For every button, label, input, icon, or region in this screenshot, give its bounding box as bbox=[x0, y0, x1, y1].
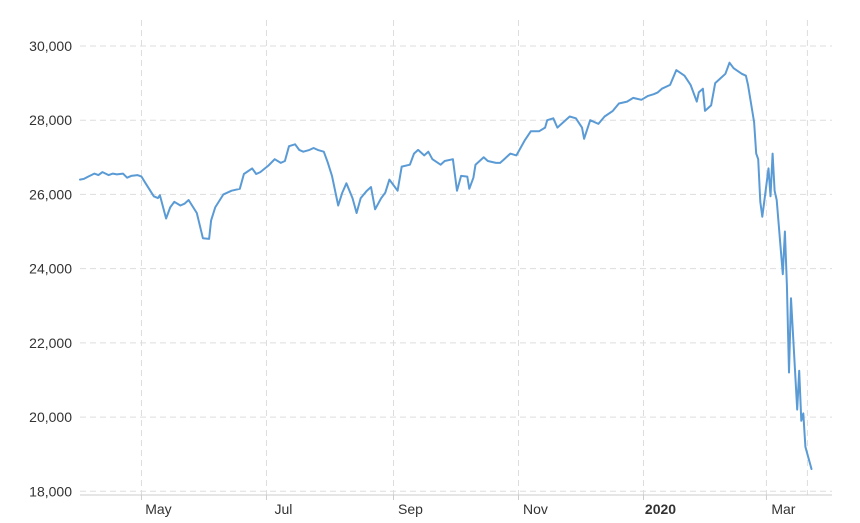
x-tick-label: Nov bbox=[523, 501, 548, 517]
y-tick-label: 28,000 bbox=[29, 112, 72, 128]
y-tick-label: 30,000 bbox=[29, 38, 72, 54]
x-tick-label: 2020 bbox=[645, 501, 676, 517]
series-line bbox=[79, 61, 813, 470]
grid-layer bbox=[80, 20, 832, 495]
x-tick-label: Mar bbox=[771, 501, 795, 517]
x-tick-label: Sep bbox=[398, 501, 423, 517]
y-tick-label: 18,000 bbox=[29, 483, 72, 499]
y-tick-label: 22,000 bbox=[29, 335, 72, 351]
x-tick-label: May bbox=[145, 501, 171, 517]
y-tick-label: 20,000 bbox=[29, 409, 72, 425]
x-tick-label: Jul bbox=[275, 501, 293, 517]
y-tick-label: 24,000 bbox=[29, 261, 72, 277]
series-layer bbox=[79, 61, 813, 470]
axis-layer: 30,000 28,000 26,000 24,000 22,000 20,000 18,0… bbox=[29, 38, 832, 517]
y-tick-label: 26,000 bbox=[29, 186, 72, 202]
